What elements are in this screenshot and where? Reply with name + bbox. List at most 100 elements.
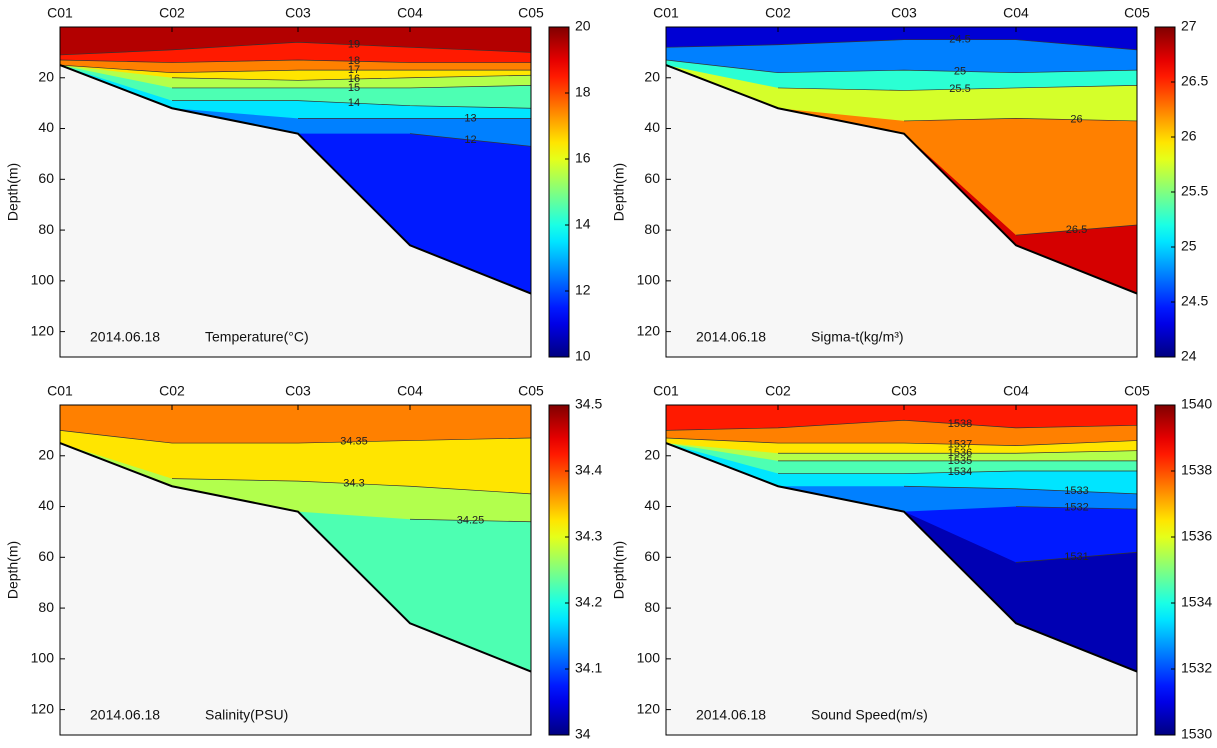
x-tick-label: C05 — [518, 5, 544, 21]
colorbar-tick-label: 34.5 — [575, 396, 602, 412]
contour-label: 1534 — [948, 466, 972, 478]
contour-line — [903, 118, 1138, 122]
y-axis-label: Depth(m) — [5, 541, 21, 599]
plot-frame — [665, 26, 1138, 358]
y-axis-label: Depth(m) — [611, 541, 627, 599]
contour-label: 1538 — [948, 418, 972, 430]
variable-annotation: Sound Speed(m/s) — [811, 707, 928, 723]
x-tick-label: C02 — [159, 5, 185, 21]
contour-line — [778, 470, 1137, 474]
colorbar-tick-label: 1530 — [1181, 726, 1212, 742]
x-tick-label: C01 — [653, 5, 679, 21]
colorbar-tick-label: 1534 — [1181, 594, 1212, 610]
colorbar-tick-label: 34.2 — [575, 594, 602, 610]
colorbar-tick-label: 25.5 — [1181, 183, 1208, 199]
contour-label: 1532 — [1064, 502, 1088, 514]
contour-label: 24.5 — [949, 34, 970, 46]
y-tick-label: 100 — [637, 272, 661, 288]
colorbar-tick-label: 18 — [575, 84, 591, 100]
y-tick-label: 20 — [644, 446, 660, 462]
contour-line — [59, 59, 531, 63]
y-tick-label: 20 — [38, 68, 54, 84]
x-tick-label: C04 — [1003, 383, 1029, 399]
contour-line — [665, 59, 1138, 74]
contour-line — [409, 518, 532, 523]
y-tick-label: 40 — [644, 497, 660, 513]
y-tick-label: 100 — [31, 272, 55, 288]
x-tick-label: C05 — [1124, 383, 1150, 399]
y-tick-label: 80 — [38, 599, 54, 615]
y-tick-label: 60 — [644, 170, 660, 186]
y-tick-label: 40 — [644, 119, 660, 135]
contour-line — [778, 450, 1138, 454]
contour-label: 34.3 — [343, 478, 364, 490]
y-tick-label: 40 — [38, 497, 54, 513]
y-tick-label: 20 — [644, 68, 660, 84]
x-tick-label: C03 — [285, 383, 311, 399]
x-tick-label: C02 — [765, 5, 791, 21]
variable-annotation: Salinity(PSU) — [205, 707, 288, 723]
x-tick-label: C03 — [891, 383, 917, 399]
seabed-line — [665, 64, 1138, 295]
colorbar-tick-label: 12 — [575, 282, 591, 298]
contour-label: 14 — [348, 97, 360, 109]
colorbar-tick-label: 1538 — [1181, 462, 1212, 478]
y-axis-label: Depth(m) — [611, 163, 627, 221]
contour-line — [665, 419, 1138, 431]
contour-label: 26.5 — [1066, 224, 1087, 236]
colorbar-tick-label: 20 — [575, 18, 591, 34]
contour-line — [59, 64, 531, 74]
colorbar-tick-label: 14 — [575, 216, 591, 232]
contour-line — [59, 430, 532, 444]
x-tick-label: C02 — [765, 383, 791, 399]
plot-frame — [665, 404, 1138, 736]
colorbar-tick-label: 26 — [1181, 128, 1197, 144]
contour-line — [1015, 506, 1138, 510]
contour-line — [171, 478, 532, 495]
x-tick-label: C01 — [47, 383, 73, 399]
contour-label: 12 — [464, 134, 476, 146]
colorbar-tick-label: 1540 — [1181, 396, 1212, 412]
y-tick-label: 60 — [644, 548, 660, 564]
colorbar-tick-label: 24 — [1181, 348, 1197, 364]
colorbar-tick-label: 1532 — [1181, 660, 1212, 676]
colorbar-tick-label: 1536 — [1181, 528, 1212, 544]
colorbar-tick-label: 24.5 — [1181, 293, 1208, 309]
y-tick-label: 120 — [637, 322, 661, 338]
contour-line — [1015, 551, 1138, 563]
x-tick-label: C04 — [397, 5, 423, 21]
contour-label: 16 — [348, 73, 360, 85]
colorbar-tick-label: 34.3 — [575, 528, 602, 544]
date-annotation: 2014.06.18 — [696, 707, 766, 723]
contour-line — [59, 41, 532, 56]
date-annotation: 2014.06.18 — [696, 329, 766, 345]
contour-label: 18 — [348, 55, 360, 67]
x-tick-label: C03 — [891, 5, 917, 21]
y-tick-label: 60 — [38, 548, 54, 564]
plot-frame — [59, 404, 532, 736]
contour-label: 34.25 — [457, 514, 485, 526]
variable-annotation: Temperature(°C) — [205, 329, 309, 345]
colorbar — [548, 404, 570, 736]
colorbar-tick-label: 26.5 — [1181, 73, 1208, 89]
contour-label: 25 — [954, 65, 966, 77]
contour-line — [409, 133, 532, 147]
contour-label: 1533 — [1064, 485, 1088, 497]
contour-label: 1531 — [1064, 551, 1088, 563]
panel: 34.35 34.3 34.25 C01 C02 C03 C04 C05 20 40 60 80 100… — [5, 383, 603, 742]
contour-label: 15 — [348, 82, 360, 94]
colorbar-tick-label: 25 — [1181, 238, 1197, 254]
seabed-line — [59, 442, 532, 673]
contour-label: 19 — [348, 39, 360, 51]
colorbar-tick-label: 34 — [575, 726, 591, 742]
colorbar-tick-label: 27 — [1181, 18, 1197, 34]
x-tick-label: C01 — [47, 5, 73, 21]
x-tick-label: C05 — [518, 383, 544, 399]
y-tick-label: 120 — [31, 322, 55, 338]
contour-line — [903, 485, 1138, 495]
contour-label: 13 — [464, 112, 476, 124]
contour-line — [172, 100, 532, 109]
date-annotation: 2014.06.18 — [90, 707, 160, 723]
